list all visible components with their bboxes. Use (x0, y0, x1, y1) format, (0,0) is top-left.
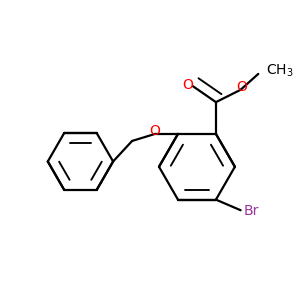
Text: O: O (183, 78, 194, 92)
Text: CH$_3$: CH$_3$ (266, 63, 294, 80)
Text: O: O (150, 124, 160, 138)
Text: O: O (236, 80, 247, 94)
Text: Br: Br (243, 204, 259, 218)
